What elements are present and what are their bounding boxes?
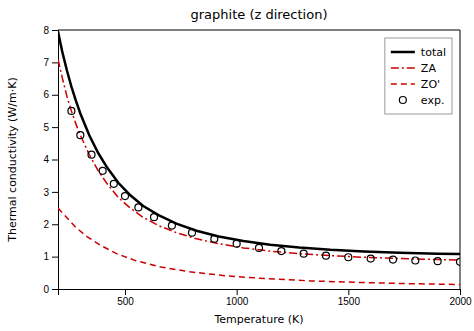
tick: 5 — [43, 122, 58, 133]
line — [58, 208, 460, 284]
tick-label: 7 — [43, 57, 49, 68]
legend-box — [385, 38, 452, 114]
tick-mark — [52, 160, 58, 161]
point — [99, 167, 106, 174]
point — [278, 248, 285, 255]
point — [88, 151, 95, 158]
tick-mark — [237, 289, 238, 295]
tick-mark — [52, 30, 58, 31]
point — [345, 254, 352, 261]
tick: 8 — [43, 25, 58, 36]
tick-mark — [125, 289, 126, 295]
point — [367, 255, 374, 262]
point — [434, 258, 441, 265]
point — [211, 235, 218, 242]
tick: 4 — [43, 154, 58, 165]
point — [390, 256, 397, 263]
tick: 1500 — [338, 289, 361, 307]
tick: 0 — [43, 284, 58, 295]
tick-mark — [348, 289, 349, 295]
point — [300, 250, 307, 257]
legend-swatch — [391, 67, 415, 69]
tick: 3 — [43, 187, 58, 198]
point — [110, 180, 117, 187]
series — [68, 107, 460, 265]
title: graphite (z direction) — [191, 7, 328, 22]
tick-mark — [52, 127, 58, 128]
line — [58, 32, 460, 254]
tick-label: 1 — [43, 251, 49, 262]
y-axis-title: Thermal conductivity (W/m·K) — [6, 77, 19, 242]
axis-line — [59, 290, 461, 296]
point — [233, 240, 240, 247]
point — [457, 258, 461, 265]
chart: 500 1000 1500 2000 0 1 2 3 4 5 6 7 8 graphite (z dire… — [0, 0, 474, 331]
tick-label: 2 — [43, 219, 49, 230]
tick-label: 0 — [43, 284, 49, 295]
tick: 1000 — [226, 289, 249, 307]
tick-label: 3 — [43, 187, 49, 198]
tick-mark — [52, 224, 58, 225]
tick-label: 2000 — [449, 296, 472, 307]
frame — [58, 30, 460, 31]
point — [168, 222, 175, 229]
point — [135, 204, 142, 211]
tick-label: 1500 — [338, 296, 361, 307]
point — [256, 244, 263, 251]
tick-mark — [52, 95, 58, 96]
plot-area — [58, 32, 460, 285]
point — [68, 107, 75, 114]
x-axis: 500 1000 1500 2000 — [59, 289, 473, 307]
tick-label: 4 — [43, 154, 49, 165]
tick-mark — [52, 289, 58, 290]
tick: 1 — [43, 251, 58, 262]
legend-label: total — [421, 46, 446, 59]
tick: 6 — [43, 89, 58, 100]
tick-label: 5 — [43, 122, 49, 133]
frame — [460, 30, 461, 289]
x-axis-title: Temperature (K) — [214, 313, 304, 326]
y-axis: 0 1 2 3 4 5 6 7 8 — [43, 25, 58, 295]
tick: 2000 — [449, 289, 472, 307]
point — [323, 252, 330, 259]
legend-label: ZA — [421, 62, 437, 75]
tick-mark — [460, 289, 461, 295]
tick-label: 1000 — [226, 296, 249, 307]
point — [189, 229, 196, 236]
point — [412, 257, 419, 264]
point — [151, 214, 158, 221]
tick-label: 6 — [43, 89, 49, 100]
tick-label: 500 — [117, 296, 134, 307]
axis-line — [52, 31, 59, 290]
legend-swatch — [391, 83, 415, 85]
tick-mark — [52, 192, 58, 193]
legend-label: ZO' — [421, 78, 440, 91]
tick: 2 — [43, 219, 58, 230]
legend-swatch — [391, 51, 415, 54]
tick-mark — [52, 62, 58, 63]
tick-mark — [52, 257, 58, 258]
legend: total ZA ZO' exp. — [385, 38, 452, 114]
legend-swatch — [399, 97, 406, 104]
tick: 7 — [43, 57, 58, 68]
legend-label: exp. — [421, 94, 445, 107]
tick-label: 8 — [43, 25, 49, 36]
point — [77, 132, 84, 139]
tick: 500 — [117, 289, 134, 307]
point — [122, 193, 129, 200]
